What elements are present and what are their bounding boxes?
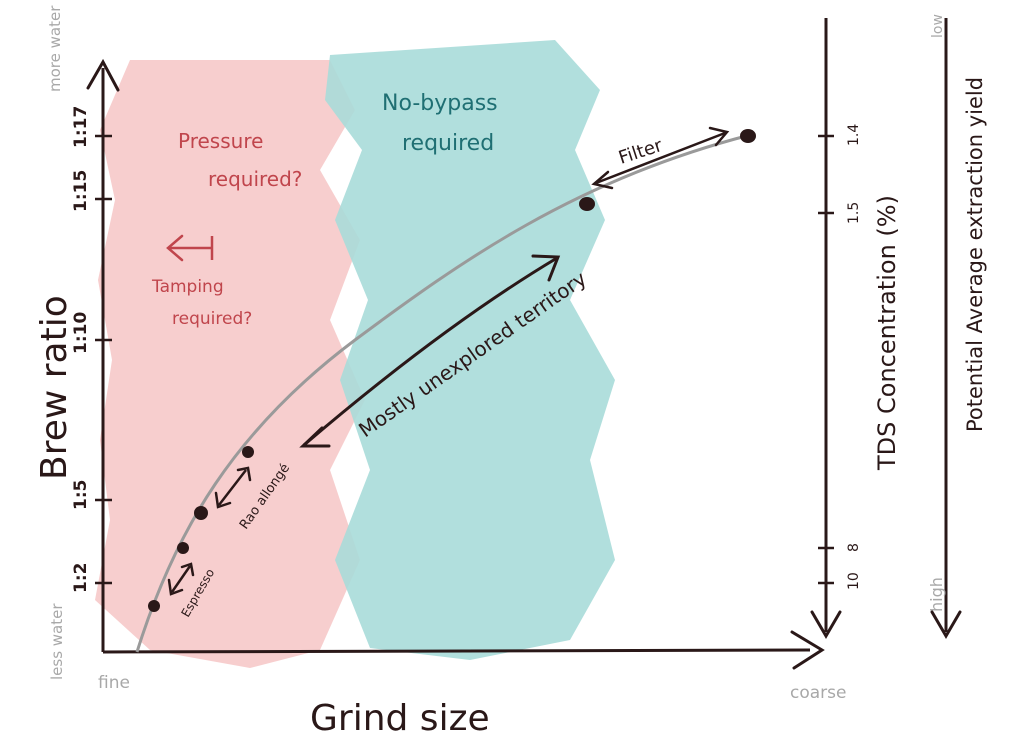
x-axis-label: Grind size bbox=[310, 698, 490, 739]
no-bypass-label: No-bypass required bbox=[382, 91, 505, 156]
brew-points bbox=[148, 129, 756, 612]
tds-tick-8: 8 bbox=[846, 543, 862, 552]
brew-curve bbox=[135, 133, 751, 653]
filter-arrow bbox=[591, 126, 730, 190]
pressure-label-line2: required? bbox=[208, 167, 302, 191]
x-low-label: fine bbox=[98, 673, 130, 693]
pressure-region bbox=[95, 60, 365, 668]
tds-tick-1-4: 1.4 bbox=[846, 124, 862, 146]
y-tick-label-1-5: 1:5 bbox=[71, 480, 91, 510]
no-bypass-region bbox=[325, 40, 615, 660]
extraction-top-label: low bbox=[930, 14, 946, 38]
tamping-label-line2: required? bbox=[172, 309, 252, 329]
extraction-bottom-label: high bbox=[927, 577, 946, 612]
y-tick-label-1-17: 1:17 bbox=[71, 106, 91, 148]
tamping-label-line1: Tamping bbox=[151, 277, 224, 297]
no-bypass-label-line2: required bbox=[402, 131, 494, 156]
main-axes bbox=[86, 58, 825, 670]
unexplored-arrow bbox=[299, 254, 561, 448]
pressure-label: Pressure required? bbox=[178, 129, 302, 191]
y-tick-label-1-2: 1:2 bbox=[71, 563, 91, 593]
rao-arrow bbox=[214, 466, 252, 509]
y-axis-label: Brew ratio bbox=[34, 295, 75, 480]
y-high-label: more water bbox=[46, 5, 64, 92]
y-low-label: less water bbox=[48, 603, 66, 680]
tamping-arrow bbox=[166, 234, 214, 262]
extraction-axis bbox=[930, 18, 962, 639]
y-tick-label-1-10: 1:10 bbox=[71, 312, 91, 354]
tds-axis-label: TDS Concentration (%) bbox=[873, 195, 901, 471]
pressure-label-line1: Pressure bbox=[178, 129, 263, 153]
tds-tick-10: 10 bbox=[846, 572, 862, 590]
y-tick-label-1-15: 1:15 bbox=[71, 170, 91, 212]
extraction-axis-label: Potential Average extraction yield bbox=[963, 77, 987, 432]
tamping-label: Tamping required? bbox=[151, 277, 252, 329]
no-bypass-label-line1: No-bypass bbox=[382, 91, 498, 116]
tds-axis bbox=[810, 18, 842, 639]
y-ticks bbox=[95, 134, 112, 585]
x-high-label: coarse bbox=[790, 683, 846, 703]
tds-tick-1-5: 1.5 bbox=[846, 202, 862, 224]
espresso-arrow bbox=[167, 562, 195, 596]
